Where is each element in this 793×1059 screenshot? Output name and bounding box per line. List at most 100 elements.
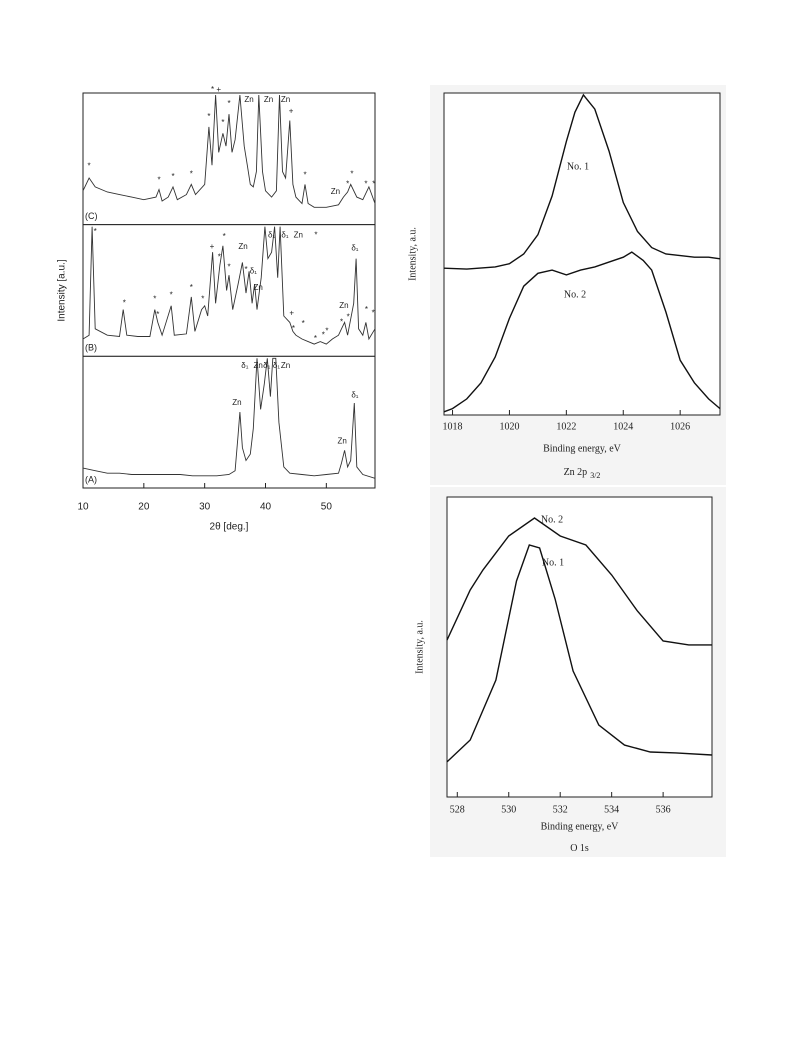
pattern-line (82, 357, 376, 479)
pattern-line (82, 226, 376, 345)
peak-annotation: δ₁ (351, 390, 358, 399)
peak-annotation: δ₁ (250, 266, 257, 275)
x-axis-label: Binding energy, eV (541, 821, 620, 832)
peak-annotation: * (314, 334, 317, 343)
peak-annotation: δ₁ (268, 231, 275, 240)
spectrum-line (446, 544, 713, 763)
x-tick-label: 20 (138, 502, 150, 513)
peak-annotation: Zn (281, 361, 290, 370)
peak-annotation: * (372, 309, 375, 318)
x-tick-label: 1020 (499, 421, 519, 432)
caption-main: O 1s (570, 843, 589, 854)
peak-annotation: Zn (294, 231, 303, 240)
peak-annotation: * (211, 85, 214, 94)
panel-frame (82, 224, 376, 357)
y-axis-label: Intensity [a.u.] (57, 259, 68, 321)
series-label: No. 2 (564, 289, 586, 300)
plot-frame (443, 92, 721, 416)
peak-annotation: * (153, 295, 156, 304)
peak-annotation: * (227, 99, 230, 108)
x-tick-label: 1022 (556, 421, 576, 432)
peak-annotation: + (210, 242, 215, 251)
y-axis-label: Intensity, a.u. (414, 620, 425, 674)
x-tick-label: 1026 (670, 421, 690, 432)
xps-chart: No. 1 No. 2 1018 1020 1022 1024 1026 Binding en… (407, 92, 721, 480)
peak-annotation: Zn (281, 95, 290, 104)
peak-annotation: * (170, 291, 173, 300)
x-tick-label: 10 (77, 502, 89, 513)
plot-frame (446, 496, 713, 798)
peak-annotation: * (325, 326, 328, 335)
pattern-line (82, 94, 376, 208)
peak-annotation: * (372, 179, 375, 188)
x-axis-label: 2θ [deg.] (210, 522, 249, 533)
peak-annotation: Zn (339, 301, 348, 310)
peak-annotation: * (227, 263, 230, 272)
caption-main: Zn 2p (564, 467, 588, 478)
x-tick-label: 1018 (443, 421, 463, 432)
spectrum-line (443, 93, 721, 270)
peak-annotation: Zn (238, 242, 247, 251)
peak-annotation: δ₁ (281, 231, 288, 240)
peak-annotation: + (216, 85, 221, 94)
chart-caption: Zn 2p 3/2 (564, 467, 601, 480)
peak-annotation: δ₁ (273, 361, 280, 370)
peak-annotation: * (302, 319, 305, 328)
spectrum-line (443, 251, 721, 413)
panel-label: (B) (85, 343, 97, 353)
x-tick-label: 30 (199, 502, 211, 513)
peak-annotation: * (221, 118, 224, 127)
peak-annotation: + (289, 309, 294, 318)
peak-annotation: * (244, 265, 247, 274)
peak-annotation: * (218, 252, 221, 261)
peak-annotation: * (303, 171, 306, 180)
caption-subscript: 3/2 (590, 471, 600, 480)
x-tick-label: 534 (604, 804, 619, 815)
panel-label: (A) (85, 474, 97, 484)
peak-annotation: Zn (331, 187, 340, 196)
x-tick-label: 1024 (613, 421, 633, 432)
panel-label: (C) (85, 211, 98, 221)
peak-annotation: δ₁ (241, 361, 248, 370)
peak-annotation: Zn (254, 283, 263, 292)
peak-annotation: * (365, 305, 368, 314)
series-label: No. 2 (541, 514, 563, 525)
peak-annotation: * (347, 312, 350, 321)
peak-annotation: * (350, 169, 353, 178)
x-axis-label: Binding energy, eV (543, 443, 622, 454)
x-tick-label: 536 (656, 804, 671, 815)
peak-annotation: Zn (244, 95, 253, 104)
peak-annotation: Zn (232, 398, 241, 407)
peak-annotation: * (190, 283, 193, 292)
peak-annotation: * (292, 324, 295, 333)
peak-annotation: * (156, 310, 159, 319)
y-axis-label: Intensity, a.u. (407, 227, 418, 281)
peak-annotation: * (322, 330, 325, 339)
series-label: No. 1 (567, 161, 589, 172)
peak-annotation: + (289, 107, 294, 116)
peak-annotation: * (314, 231, 317, 240)
x-tick-label: 532 (553, 804, 568, 815)
peak-annotation: * (94, 227, 97, 236)
peak-annotation: Zn (254, 361, 263, 370)
peak-annotation: δ₁ (351, 243, 358, 252)
peak-annotation: * (88, 162, 91, 171)
peak-annotation: * (346, 179, 349, 188)
panel-frame (82, 92, 376, 226)
peak-annotation: * (190, 169, 193, 178)
panel-frame (82, 355, 376, 489)
x-tick-label: 530 (501, 804, 516, 815)
series-label: No. 1 (542, 557, 564, 568)
chart-caption: O 1s (570, 843, 589, 854)
spectrum-line (446, 517, 712, 646)
peak-annotation: Zn (264, 95, 273, 104)
peak-annotation: * (123, 298, 126, 307)
peak-annotation: * (223, 232, 226, 241)
peak-annotation: * (157, 176, 160, 185)
peak-annotation: * (171, 172, 174, 181)
peak-annotation: * (340, 318, 343, 327)
x-tick-label: 50 (321, 502, 333, 513)
peak-annotation: δ₁ (263, 361, 270, 370)
peak-annotation: * (201, 295, 204, 304)
